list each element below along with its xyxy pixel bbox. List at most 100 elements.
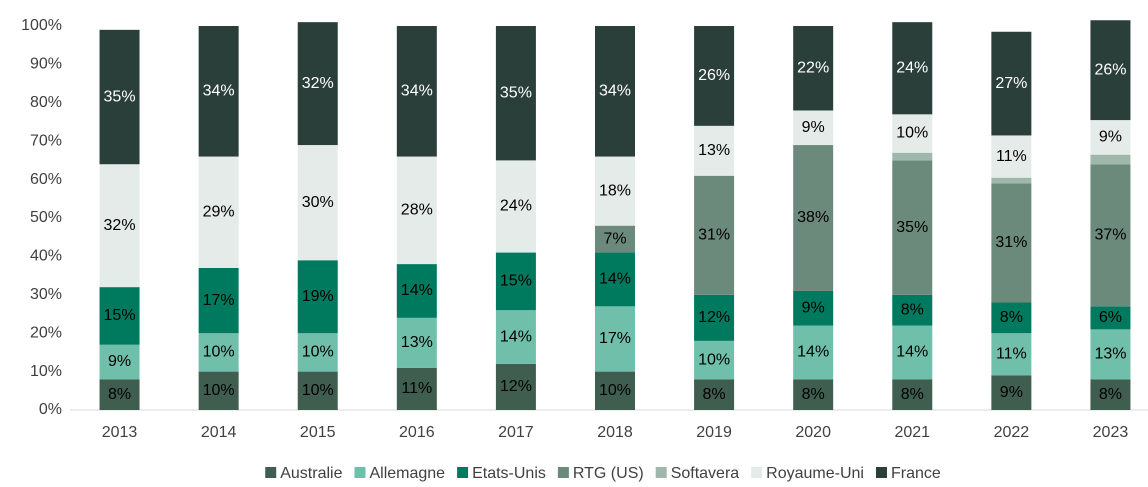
- data-label: 8%: [901, 386, 924, 403]
- data-label: 26%: [1094, 61, 1126, 78]
- data-label: 13%: [401, 334, 433, 351]
- bar-segment: [1090, 154, 1131, 165]
- bar-segment: [793, 290, 834, 326]
- bar-segment: [595, 156, 635, 226]
- bar-segment: [198, 26, 239, 157]
- y-tick-label: 10%: [30, 363, 62, 380]
- data-label: 8%: [1099, 386, 1122, 403]
- bar-segment: [495, 26, 536, 161]
- data-label: 12%: [500, 378, 532, 395]
- bar-segment: [1090, 20, 1131, 121]
- legend-swatch: [354, 467, 366, 478]
- bar-segment: [595, 371, 635, 410]
- bar-segment: [396, 264, 437, 318]
- data-label: 27%: [995, 75, 1027, 92]
- x-tick-label: 2016: [399, 424, 435, 441]
- bar-segment: [694, 379, 735, 410]
- y-tick-label: 80%: [30, 94, 62, 111]
- x-tick-label: 2021: [894, 424, 930, 441]
- bar-segment: [991, 333, 1032, 376]
- bar-segment: [892, 114, 933, 153]
- y-tick-label: 90%: [30, 56, 62, 73]
- bar-segment: [99, 164, 140, 288]
- data-label: 8%: [1000, 309, 1023, 326]
- data-label: 6%: [1099, 309, 1122, 326]
- x-tick-label: 2015: [300, 424, 336, 441]
- legend-label: Australie: [280, 465, 342, 482]
- data-label: 28%: [401, 202, 433, 219]
- data-label: 14%: [401, 282, 433, 299]
- data-label: 34%: [203, 82, 235, 99]
- data-label: 8%: [108, 386, 131, 403]
- legend-label: France: [891, 465, 941, 482]
- y-tick-label: 70%: [30, 132, 62, 149]
- legend-swatch: [875, 467, 887, 478]
- y-tick-label: 60%: [30, 171, 62, 188]
- data-label: 11%: [401, 380, 432, 397]
- data-label: 9%: [1000, 384, 1023, 401]
- data-label: 31%: [698, 226, 730, 243]
- data-label: 8%: [703, 386, 726, 403]
- data-label: 14%: [797, 344, 829, 361]
- data-label: 13%: [698, 142, 730, 159]
- bar-segment: [297, 145, 338, 261]
- bar-segment: [198, 371, 239, 410]
- bar-segment: [595, 252, 635, 307]
- bar-segment: [694, 294, 735, 341]
- bar-segment: [595, 225, 635, 253]
- data-label: 19%: [302, 288, 334, 305]
- bar-segment: [1090, 120, 1131, 155]
- data-label: 38%: [797, 209, 829, 226]
- legend-label: Allemagne: [369, 465, 445, 482]
- bar-segment: [396, 367, 437, 410]
- legend-label: Etats-Unis: [472, 465, 546, 482]
- x-tick-label: 2017: [498, 424, 534, 441]
- legend-swatch: [751, 467, 763, 478]
- data-label: 35%: [500, 84, 532, 101]
- data-label: 34%: [599, 82, 631, 99]
- data-label: 17%: [203, 292, 235, 309]
- bar-segment: [297, 333, 338, 372]
- legend-swatch: [457, 467, 469, 478]
- bar-segment: [198, 156, 239, 268]
- bar-segment: [198, 333, 239, 372]
- legend-label: RTG (US): [573, 465, 644, 482]
- bar-segment: [892, 379, 933, 410]
- bar-segment: [396, 317, 437, 368]
- data-label: 17%: [599, 330, 631, 347]
- data-label: 29%: [203, 203, 235, 220]
- bar-segment: [892, 160, 933, 295]
- bar-segment: [495, 160, 536, 253]
- bar-segment: [495, 363, 536, 410]
- bar-segment: [892, 325, 933, 380]
- data-label: 35%: [104, 88, 136, 105]
- data-label: 8%: [802, 386, 825, 403]
- x-tick-label: 2022: [994, 424, 1030, 441]
- data-label: 31%: [995, 234, 1027, 251]
- data-label: 15%: [104, 307, 136, 324]
- data-label: 22%: [797, 59, 829, 76]
- bar-segment: [595, 26, 635, 157]
- data-label: 14%: [500, 328, 532, 345]
- data-label: 10%: [203, 344, 235, 361]
- bar-segment: [694, 26, 735, 126]
- data-label: 37%: [1094, 226, 1126, 243]
- data-label: 11%: [996, 148, 1027, 165]
- legend-label: Softavera: [671, 465, 740, 482]
- x-tick-label: 2019: [696, 424, 732, 441]
- bar-segment: [991, 177, 1032, 184]
- data-label: 10%: [302, 344, 334, 361]
- data-label: 14%: [599, 271, 631, 288]
- bar-segment: [991, 302, 1032, 334]
- bar-segment: [595, 306, 635, 372]
- data-label: 9%: [108, 353, 131, 370]
- data-label: 11%: [996, 346, 1027, 363]
- bar-segment: [297, 371, 338, 410]
- bar-segment: [495, 310, 536, 364]
- x-tick-label: 2013: [102, 424, 138, 441]
- y-tick-label: 40%: [30, 248, 62, 265]
- bar-segment: [694, 340, 735, 380]
- bar-segment: [495, 252, 536, 311]
- bar-segment: [991, 135, 1032, 178]
- bar-segment: [793, 325, 834, 380]
